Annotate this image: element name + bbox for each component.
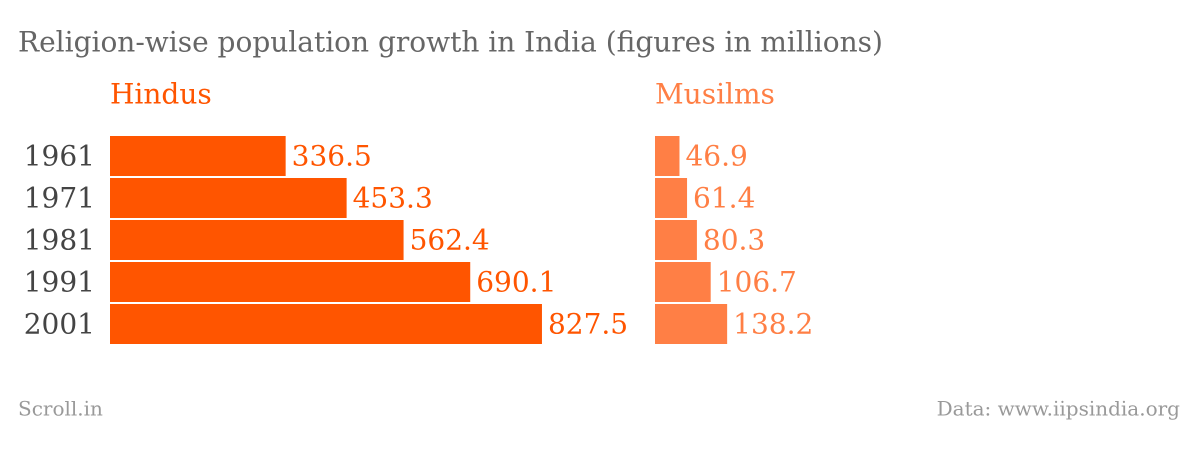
bar [110, 220, 404, 260]
bar [110, 178, 347, 218]
value-label: 80.3 [703, 224, 765, 257]
bar [655, 262, 711, 302]
value-label: 138.2 [733, 308, 813, 341]
credit: Data: www.iipsindia.org [937, 397, 1181, 421]
panel-title: Musilms [655, 78, 775, 111]
y-tick-label: 1961 [24, 140, 95, 173]
bar [110, 262, 471, 302]
bar [655, 136, 680, 176]
chart-title: Religion-wise population growth in India… [18, 26, 883, 59]
panel-title: Hindus [110, 78, 212, 111]
bar [110, 136, 286, 176]
bar [655, 304, 728, 344]
bar [110, 304, 542, 344]
y-tick-label: 2001 [24, 308, 95, 341]
bar [655, 220, 697, 260]
value-label: 61.4 [693, 182, 755, 215]
bar [655, 178, 688, 218]
value-label: 827.5 [548, 308, 628, 341]
y-tick-label: 1971 [24, 182, 95, 215]
y-tick-label: 1991 [24, 266, 95, 299]
value-label: 336.5 [292, 140, 372, 173]
value-label: 46.9 [685, 140, 747, 173]
value-label: 453.3 [353, 182, 433, 215]
source: Scroll.in [18, 397, 103, 421]
y-tick-label: 1981 [24, 224, 95, 257]
value-label: 106.7 [717, 266, 797, 299]
value-label: 690.1 [476, 266, 556, 299]
value-label: 562.4 [410, 224, 490, 257]
